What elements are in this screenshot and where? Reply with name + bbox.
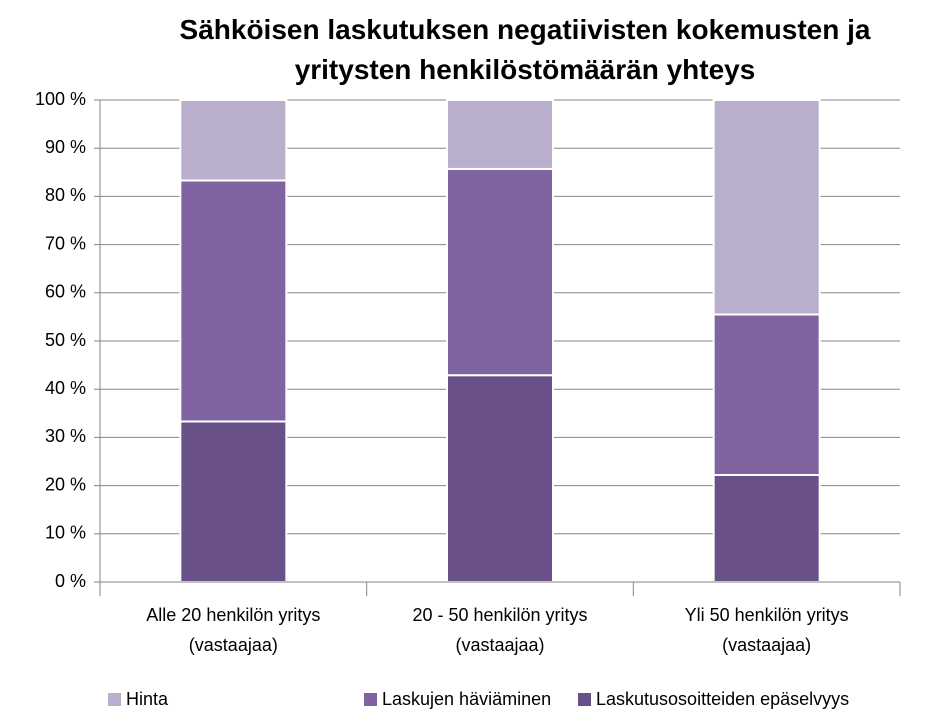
- legend-swatch: [108, 693, 121, 706]
- bar-segment: [446, 374, 554, 583]
- y-tick-label: 100 %: [35, 89, 86, 109]
- bar-segment: [179, 99, 288, 182]
- chart-title: Sähköisen laskutuksen negatiivisten koke…: [179, 14, 871, 85]
- y-tick-label: 70 %: [45, 233, 86, 253]
- y-tick-label: 20 %: [45, 474, 86, 494]
- y-tick-label: 40 %: [45, 378, 86, 398]
- x-tick-label: Yli 50 henkilön yritys (vastaajaa): [684, 605, 849, 655]
- y-tick-label: 50 %: [45, 330, 86, 350]
- legend-swatch: [578, 693, 591, 706]
- bar-segment: [712, 313, 821, 476]
- bar-segment: [179, 420, 288, 583]
- bar-segment: [446, 167, 554, 377]
- legend-swatch: [364, 693, 377, 706]
- y-tick-label: 30 %: [45, 426, 86, 446]
- y-tick-label: 60 %: [45, 282, 86, 302]
- legend-label: Laskujen häviäminen: [382, 689, 551, 709]
- bar-segment: [712, 99, 821, 316]
- bar-segment: [179, 179, 288, 423]
- y-tick-label: 90 %: [45, 137, 86, 157]
- bar-segment: [446, 99, 554, 170]
- legend-label: Hinta: [126, 689, 169, 709]
- y-tick-label: 10 %: [45, 523, 86, 543]
- bar-segment: [712, 473, 821, 583]
- legend-label: Laskutusosoitteiden epäselvyys: [596, 689, 849, 709]
- y-tick-label: 0 %: [55, 571, 86, 591]
- x-tick-label: 20 - 50 henkilön yritys (vastaajaa): [412, 605, 588, 655]
- x-tick-label: Alle 20 henkilön yritys (vastaajaa): [146, 605, 321, 655]
- y-tick-label: 80 %: [45, 185, 86, 205]
